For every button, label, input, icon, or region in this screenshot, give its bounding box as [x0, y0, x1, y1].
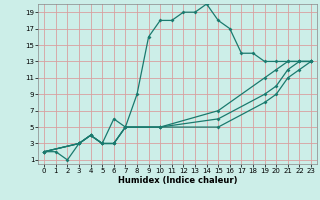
X-axis label: Humidex (Indice chaleur): Humidex (Indice chaleur) — [118, 176, 237, 185]
